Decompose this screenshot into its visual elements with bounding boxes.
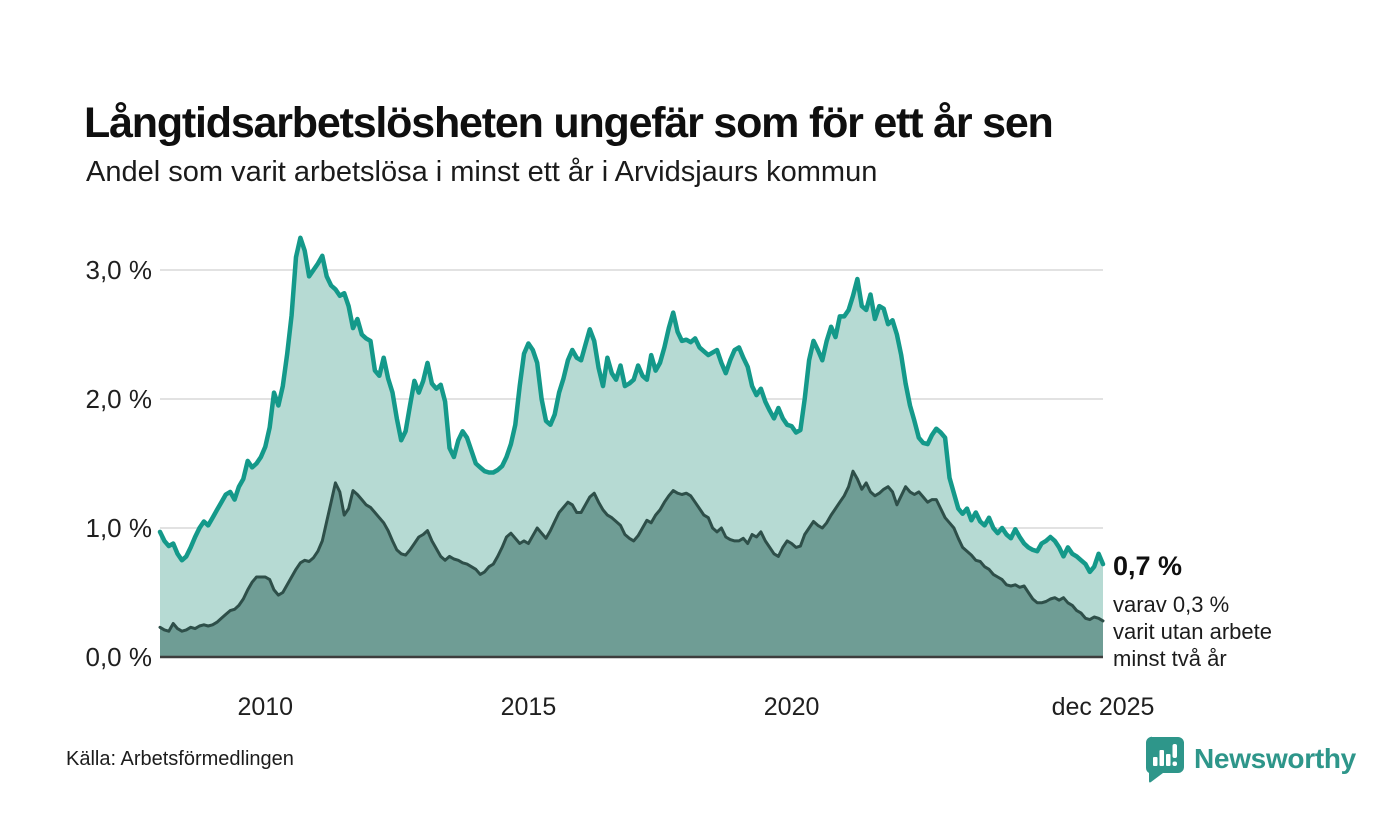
newsworthy-logo[interactable]: Newsworthy [1143, 735, 1356, 783]
series-line-two-years [158, 469, 1105, 633]
x-axis-labels: 2010 2015 2020 dec 2025 [237, 693, 1154, 721]
x-tick-label: dec 2025 [1052, 693, 1155, 721]
y-tick-label: 3,0 % [86, 255, 153, 285]
logo-bar-2 [1159, 750, 1164, 766]
logo-bar-3 [1166, 754, 1171, 766]
series-area-two-years [160, 471, 1103, 657]
end-value-annotation: 0,7 % varav 0,3 % varit utan arbete mins… [1113, 551, 1373, 672]
y-tick-label: 0,0 % [86, 642, 153, 672]
x-tick-label: 2020 [764, 693, 820, 721]
x-tick-label: 2015 [501, 693, 557, 721]
y-tick-label: 2,0 % [86, 384, 153, 414]
logo-wordmark[interactable]: Newsworthy [1194, 743, 1356, 774]
series-line-one-year [157, 235, 1106, 575]
logo-bar-1 [1153, 757, 1158, 766]
logo-badge [1146, 736, 1184, 783]
end-value-secondary-line2: varit utan arbete [1113, 619, 1272, 644]
y-axis-labels: 0,0 % 1,0 % 2,0 % 3,0 % [86, 255, 153, 672]
y-tick-label: 1,0 % [86, 513, 153, 543]
chart-subtitle: Andel som varit arbetslösa i minst ett å… [86, 156, 878, 188]
end-value-primary: 0,7 % [1113, 551, 1183, 581]
newsworthy-icon [1146, 736, 1184, 783]
chart-areas [157, 235, 1106, 659]
end-value-secondary-line1: varav 0,3 % [1113, 592, 1230, 617]
x-tick-label: 2010 [237, 693, 293, 721]
end-value-secondary-line3: minst två år [1113, 646, 1227, 671]
logo-exclamation-bar [1172, 744, 1177, 758]
page-title: Långtidsarbetslösheten ungefär som för e… [84, 98, 1054, 147]
source-credit: Källa: Arbetsförmedlingen [66, 748, 294, 770]
logo-exclamation-dot [1172, 761, 1177, 766]
